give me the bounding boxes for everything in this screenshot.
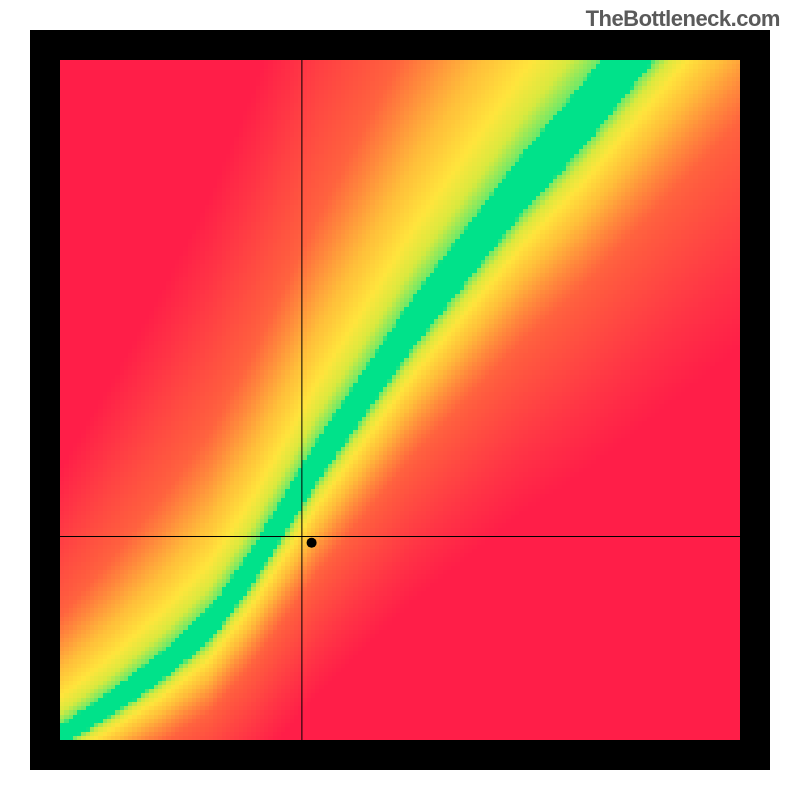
brand-watermark: TheBottleneck.com xyxy=(586,6,780,32)
bottleneck-heatmap xyxy=(60,60,740,740)
chart-container: TheBottleneck.com xyxy=(0,0,800,800)
